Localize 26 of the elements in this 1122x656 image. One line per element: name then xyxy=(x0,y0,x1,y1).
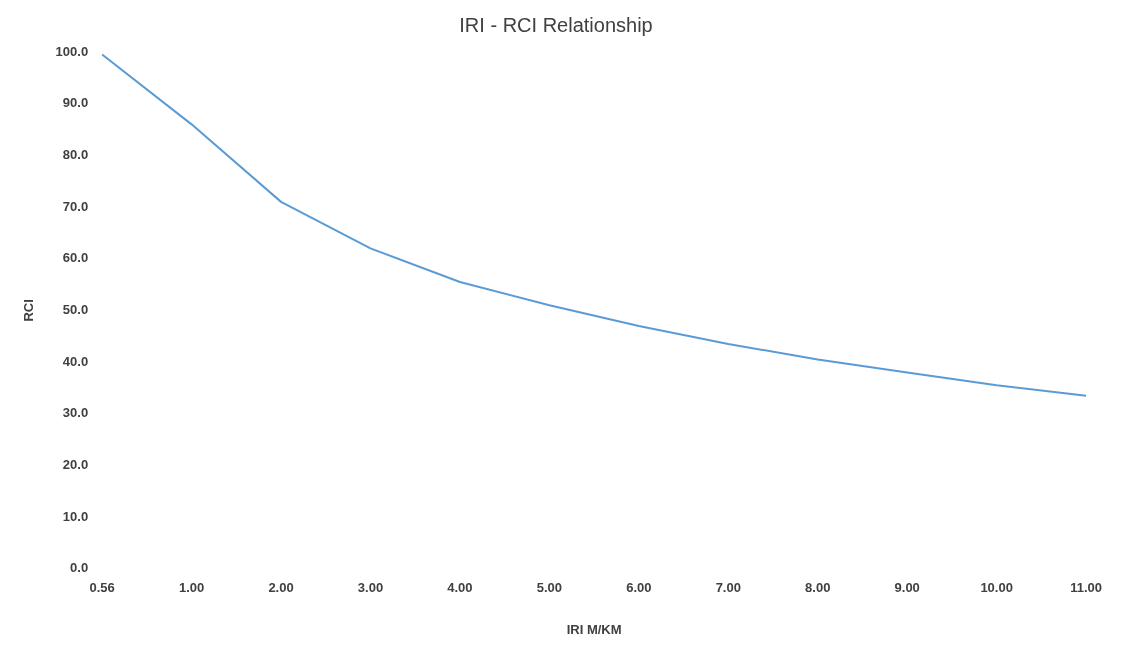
y-axis-title: RCI xyxy=(21,299,37,322)
x-tick-label: 6.00 xyxy=(626,580,652,596)
y-tick-label: 10.0 xyxy=(62,508,89,524)
y-tick-label: 60.0 xyxy=(62,250,89,266)
y-tick-label: 50.0 xyxy=(62,301,89,317)
x-tick-label: 7.00 xyxy=(715,580,741,596)
y-tick-label: 30.0 xyxy=(62,405,89,421)
x-tick-label: 9.00 xyxy=(894,580,920,596)
y-tick-label: 0.0 xyxy=(70,560,89,576)
y-tick-label: 100.0 xyxy=(55,43,89,59)
chart-title: IRI - RCI Relationship xyxy=(459,13,653,36)
x-tick-label: 4.00 xyxy=(447,580,473,596)
y-tick-label: 40.0 xyxy=(62,353,89,369)
x-tick-label: 8.00 xyxy=(805,580,831,596)
x-tick-label: 0.56 xyxy=(89,580,115,596)
x-tick-label: 2.00 xyxy=(268,580,294,596)
y-tick-label: 20.0 xyxy=(62,457,89,473)
x-tick-label: 5.00 xyxy=(536,580,563,596)
y-tick-label: 90.0 xyxy=(62,95,89,111)
x-tick-label: 10.00 xyxy=(980,580,1013,596)
x-tick-label: 11.00 xyxy=(1070,580,1103,596)
y-tick-label: 80.0 xyxy=(62,146,89,162)
y-tick-label: 70.0 xyxy=(62,198,89,214)
x-tick-label: 3.00 xyxy=(357,580,384,596)
x-axis-title: IRI M/KM xyxy=(566,621,622,637)
x-tick-label: 1.00 xyxy=(178,580,205,596)
